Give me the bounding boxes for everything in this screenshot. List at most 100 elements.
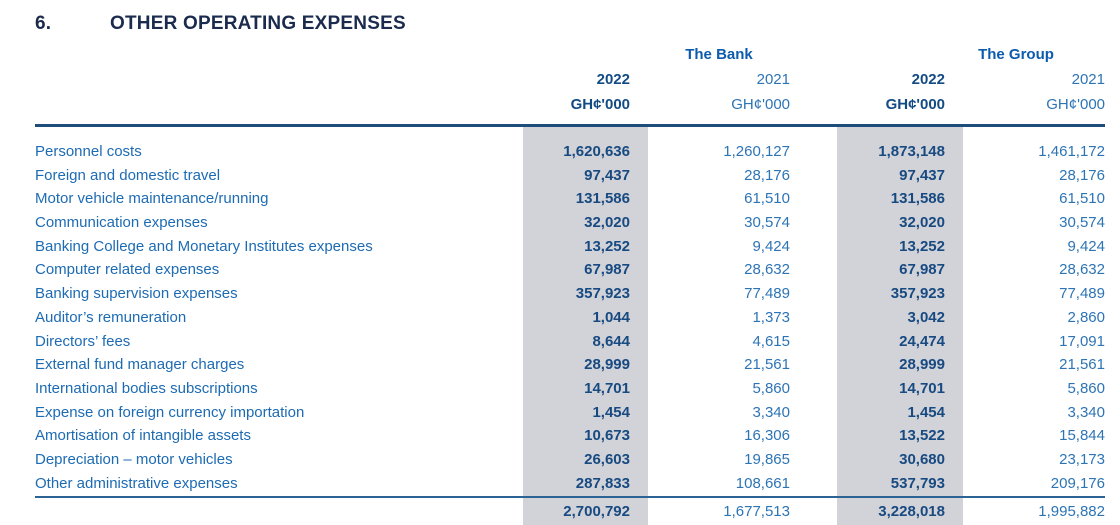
value-bank-2022: 10,673 <box>584 427 630 445</box>
value-group-2022: 1,873,148 <box>878 143 945 160</box>
value-bank-2022: 1,620,636 <box>563 143 630 160</box>
column-header-group-2021: 2021 <box>1071 71 1105 88</box>
value-group-2021: 9,424 <box>1067 237 1105 255</box>
value-bank-2022: 1,044 <box>592 308 630 326</box>
value-bank-2021: 19,865 <box>744 450 790 468</box>
total-bank-2021: 1,677,513 <box>723 503 790 520</box>
value-bank-2021: 9,424 <box>752 237 790 255</box>
table-row: Banking College and Monetary Institutes … <box>35 235 1105 259</box>
table-row: Communication expenses 32,020 30,574 32,… <box>35 211 1105 235</box>
value-group-2021: 209,176 <box>1050 474 1105 492</box>
value-bank-2022: 131,586 <box>575 190 630 208</box>
value-group-2021: 15,844 <box>1059 427 1105 445</box>
value-bank-2022: 32,020 <box>584 214 630 232</box>
value-bank-2022: 8,644 <box>592 332 630 350</box>
value-bank-2022: 26,603 <box>584 450 630 468</box>
row-label: Expense on foreign currency importation <box>35 403 305 421</box>
value-group-2021: 17,091 <box>1059 332 1105 350</box>
row-label: Motor vehicle maintenance/running <box>35 190 269 208</box>
value-bank-2022: 67,987 <box>584 261 630 279</box>
value-bank-2021: 28,176 <box>744 166 790 184</box>
table-row: Foreign and domestic travel 97,437 28,17… <box>35 164 1105 188</box>
value-bank-2022: 28,999 <box>584 356 630 374</box>
row-label: External fund manager charges <box>35 356 245 374</box>
highlight-column-group-2022 <box>837 127 963 525</box>
row-label: Depreciation – motor vehicles <box>35 450 233 468</box>
value-bank-2022: 357,923 <box>575 285 630 303</box>
row-label: Communication expenses <box>35 214 208 232</box>
table-row: External fund manager charges 28,999 21,… <box>35 353 1105 377</box>
row-label: Foreign and domestic travel <box>35 166 221 184</box>
value-bank-2021: 5,860 <box>752 379 790 397</box>
total-divider-rule <box>35 496 1105 498</box>
value-group-2021: 30,574 <box>1059 214 1105 232</box>
unit-header-group-2021: GH¢'000 <box>1046 96 1105 113</box>
table-row: Banking supervision expenses 357,923 77,… <box>35 282 1105 306</box>
unit-header-bank-2022: GH¢'000 <box>570 96 630 113</box>
value-bank-2021: 30,574 <box>744 214 790 232</box>
table-header: The Bank The Group 2022 2021 2022 2021 G… <box>35 42 1105 117</box>
value-group-2022: 357,923 <box>890 285 945 303</box>
value-group-2022: 131,586 <box>890 190 945 208</box>
table-row: International bodies subscriptions 14,70… <box>35 377 1105 401</box>
value-bank-2021: 16,306 <box>744 427 790 445</box>
value-group-2022: 1,454 <box>907 403 945 421</box>
row-label: Directors’ fees <box>35 332 131 350</box>
value-group-2021: 61,510 <box>1059 190 1105 208</box>
table-row: Auditor’s remuneration 1,044 1,373 3,042… <box>35 306 1105 330</box>
column-header-bank-2022: 2022 <box>596 71 630 88</box>
value-group-2021: 21,561 <box>1059 356 1105 374</box>
total-group-2021: 1,995,882 <box>1038 503 1105 520</box>
highlight-column-bank-2022 <box>523 127 648 525</box>
unit-header-bank-2021: GH¢'000 <box>731 96 790 113</box>
row-label: Banking College and Monetary Institutes … <box>35 237 373 255</box>
value-group-2021: 28,176 <box>1059 166 1105 184</box>
value-bank-2021: 4,615 <box>752 332 790 350</box>
value-bank-2022: 13,252 <box>584 237 630 255</box>
value-group-2022: 32,020 <box>899 214 945 232</box>
total-group-2022: 3,228,018 <box>878 503 945 520</box>
column-group-the-group: The Group <box>978 46 1054 63</box>
value-group-2022: 67,987 <box>899 261 945 279</box>
unit-header-group-2022: GH¢'000 <box>885 96 945 113</box>
value-group-2022: 13,522 <box>899 427 945 445</box>
value-group-2022: 14,701 <box>899 379 945 397</box>
value-group-2021: 2,860 <box>1067 308 1105 326</box>
table-row: Personnel costs 1,620,636 1,260,127 1,87… <box>35 140 1105 164</box>
row-label: Other administrative expenses <box>35 474 238 492</box>
value-group-2021: 77,489 <box>1059 285 1105 303</box>
column-header-group-2022: 2022 <box>911 71 945 88</box>
total-row: 2,700,792 1,677,513 3,228,018 1,995,882 <box>35 499 1105 525</box>
value-group-2022: 537,793 <box>890 474 945 492</box>
row-label: Personnel costs <box>35 143 142 160</box>
value-group-2021: 3,340 <box>1067 403 1105 421</box>
value-group-2021: 5,860 <box>1067 379 1105 397</box>
row-label: Auditor’s remuneration <box>35 308 187 326</box>
value-group-2022: 24,474 <box>899 332 945 350</box>
value-bank-2021: 61,510 <box>744 190 790 208</box>
column-header-bank-2021: 2021 <box>756 71 790 88</box>
table-body: Personnel costs 1,620,636 1,260,127 1,87… <box>35 140 1105 495</box>
value-group-2021: 28,632 <box>1059 261 1105 279</box>
value-bank-2021: 1,260,127 <box>723 143 790 160</box>
section-number: 6. <box>35 13 52 34</box>
value-bank-2021: 77,489 <box>744 285 790 303</box>
value-bank-2021: 21,561 <box>744 356 790 374</box>
value-bank-2021: 1,373 <box>752 308 790 326</box>
value-group-2022: 30,680 <box>899 450 945 468</box>
value-group-2022: 13,252 <box>899 237 945 255</box>
total-bank-2022: 2,700,792 <box>563 503 630 520</box>
row-label: Banking supervision expenses <box>35 285 238 303</box>
header-divider-rule <box>35 124 1105 127</box>
value-group-2021: 1,461,172 <box>1038 143 1105 160</box>
table-row: Motor vehicle maintenance/running 131,58… <box>35 187 1105 211</box>
column-group-the-bank: The Bank <box>685 46 753 63</box>
row-label: Amortisation of intangible assets <box>35 427 251 445</box>
table-row: Amortisation of intangible assets 10,673… <box>35 424 1105 448</box>
value-bank-2022: 1,454 <box>592 403 630 421</box>
row-label: Computer related expenses <box>35 261 220 279</box>
page-title: OTHER OPERATING EXPENSES <box>110 13 406 34</box>
table-row: Other administrative expenses 287,833 10… <box>35 472 1105 496</box>
row-label: International bodies subscriptions <box>35 379 258 397</box>
